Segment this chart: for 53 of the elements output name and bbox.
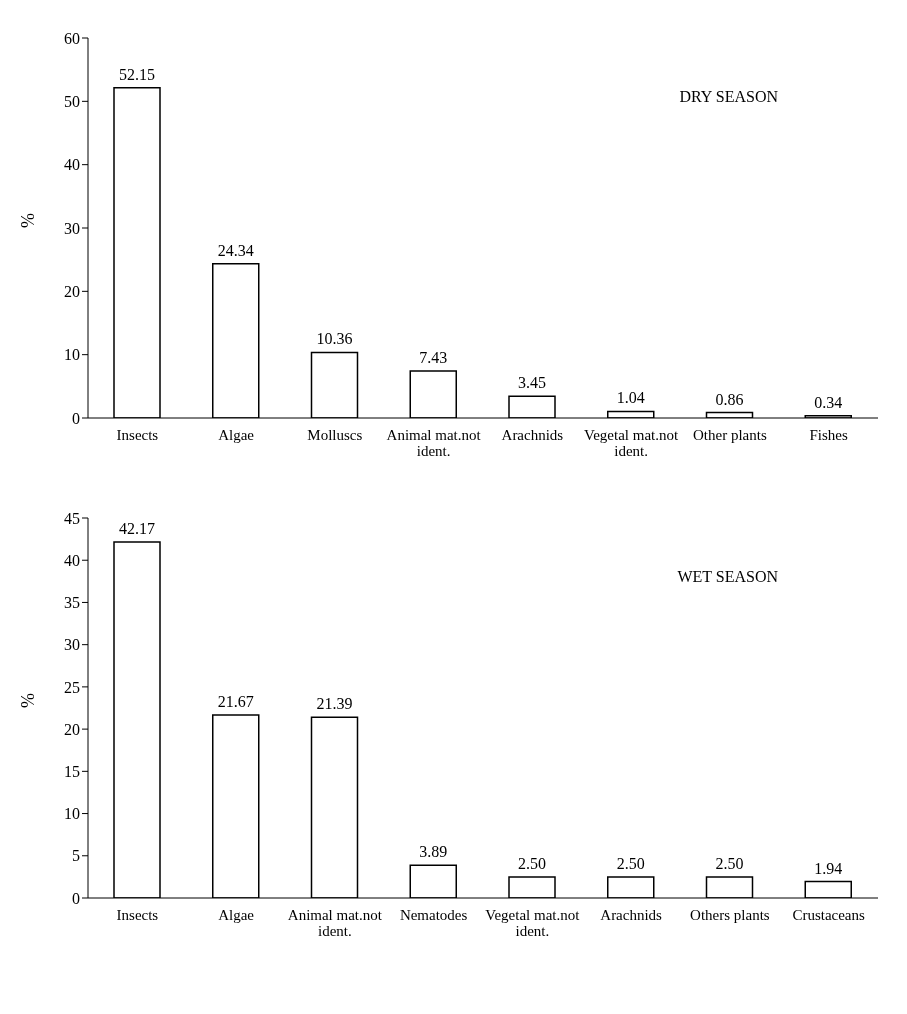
y-tick-label: 10: [64, 805, 80, 823]
x-tick-label: Arachnids: [501, 427, 564, 443]
data-label: 21.39: [316, 695, 353, 713]
y-tick-label: 50: [64, 93, 80, 111]
data-label: 42.17: [119, 519, 155, 537]
x-tick-label: Nematodes: [399, 907, 468, 923]
data-label: 21.67: [217, 693, 254, 711]
y-tick-label: 20: [64, 720, 80, 738]
y-axis-title: %: [18, 213, 39, 228]
x-tick-label: Molluscs: [307, 427, 363, 443]
data-label: 24.34: [217, 241, 254, 259]
y-tick-label: 5: [72, 847, 80, 865]
data-label: 2.50: [715, 854, 744, 872]
x-tick-label: Others plants: [690, 907, 770, 923]
x-tick-label: Algae: [218, 427, 255, 443]
y-tick-label: 45: [64, 509, 80, 527]
y-tick-label: 10: [64, 346, 80, 364]
y-tick-label: 0: [72, 889, 80, 907]
data-label: 52.15: [119, 65, 155, 83]
annotation: DRY SEASON: [679, 88, 778, 106]
data-label: 7.43: [419, 348, 448, 366]
y-tick-label: 15: [64, 763, 80, 781]
x-tick-label: Vegetal mat.not ident.: [584, 427, 680, 459]
data-label: 1.04: [616, 389, 645, 407]
y-tick-label: 40: [64, 551, 80, 569]
y-axis-title: %: [18, 693, 39, 708]
y-tick-label: 40: [64, 156, 80, 174]
annotation: WET SEASON: [677, 568, 778, 586]
data-label: 0.86: [715, 390, 744, 408]
y-tick-label: 30: [64, 219, 80, 237]
y-tick-label: 30: [64, 636, 80, 654]
x-tick-label: Insects: [116, 427, 159, 443]
x-tick-label: Other plants: [693, 427, 767, 443]
data-label: 3.89: [419, 843, 448, 861]
y-tick-label: 0: [72, 409, 80, 427]
data-label: 0.34: [814, 393, 843, 411]
y-tick-label: 20: [64, 283, 80, 301]
data-label: 2.50: [518, 854, 546, 872]
y-tick-label: 35: [64, 594, 80, 612]
x-tick-label: Crustaceans: [792, 907, 866, 923]
x-tick-label: Arachnids: [600, 907, 663, 923]
x-tick-label: Fishes: [809, 427, 848, 443]
data-label: 2.50: [616, 854, 645, 872]
x-tick-label: Algae: [218, 907, 255, 923]
data-label: 1.94: [814, 859, 843, 877]
y-tick-label: 25: [64, 678, 80, 696]
x-tick-label: Vegetal mat.not ident.: [485, 907, 581, 939]
data-label: 10.36: [316, 330, 353, 348]
data-label: 3.45: [518, 374, 546, 392]
y-tick-label: 60: [64, 29, 80, 47]
x-tick-label: Insects: [116, 907, 159, 923]
x-tick-label: Animal mat.not ident.: [386, 427, 482, 459]
x-tick-label: Animal mat.not ident.: [287, 907, 383, 939]
